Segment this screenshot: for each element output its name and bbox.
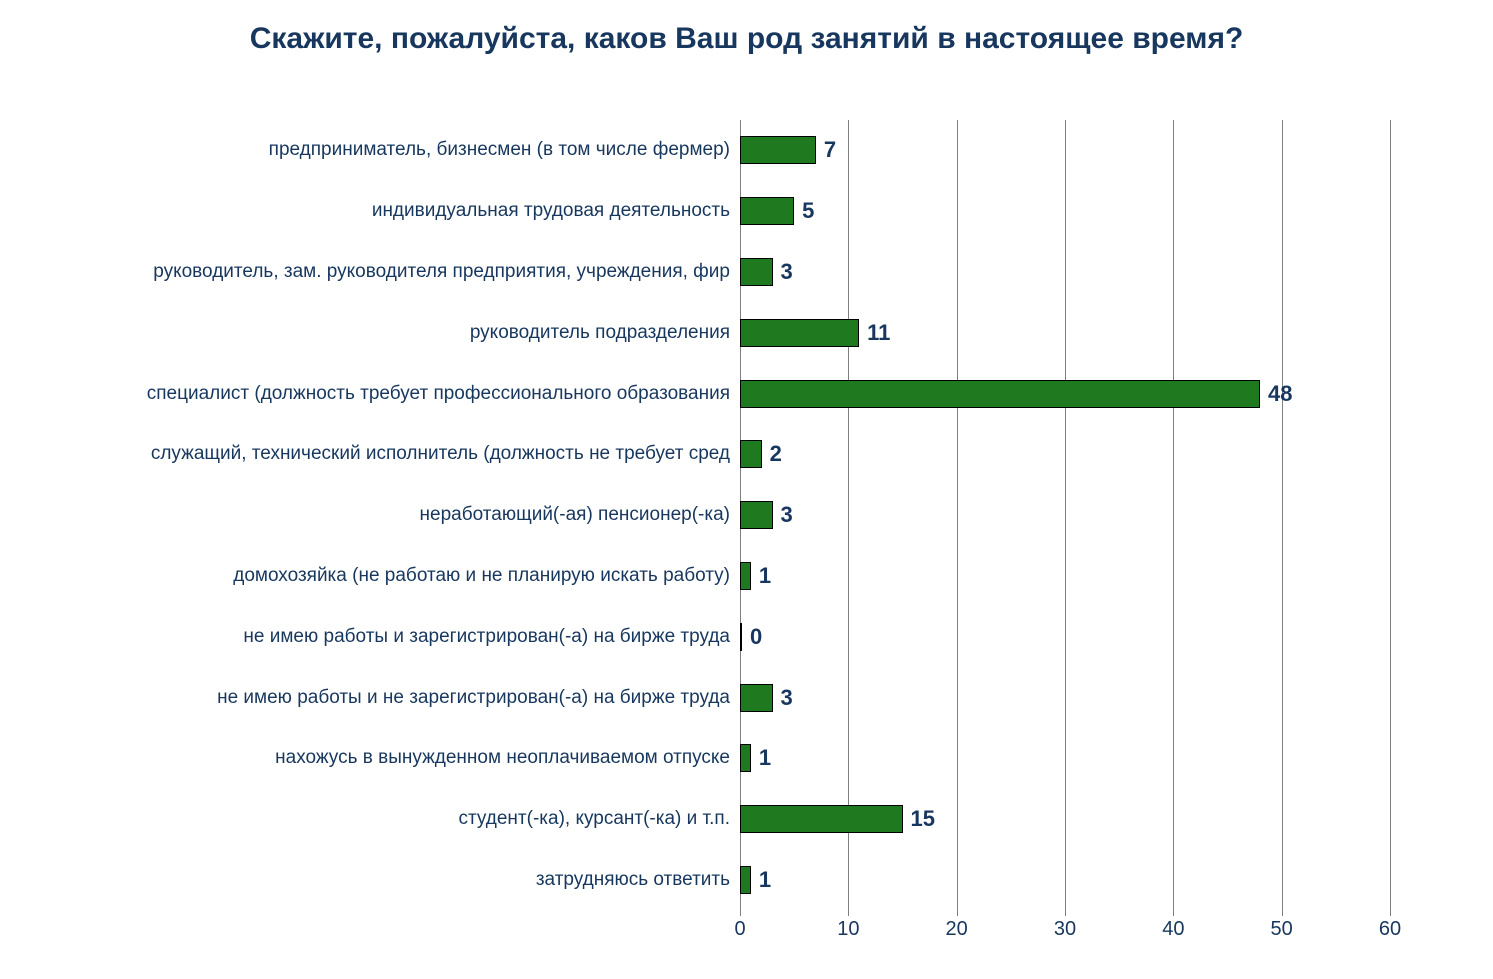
bar-value: 1 [759,867,771,893]
category-label: домохозяйка (не работаю и не планирую ис… [100,565,740,587]
category-label: предприниматель, бизнесмен (в том числе … [100,139,740,161]
bar [740,805,903,833]
category-label: служащий, технический исполнитель (должн… [100,443,740,465]
category-label: студент(-ка), курсант(-ка) и т.п. [100,808,740,830]
bar-value: 48 [1268,381,1292,407]
category-label: руководитель, зам. руководителя предприя… [100,261,740,283]
plot-area: 0102030405060предприниматель, бизнесмен … [740,120,1390,910]
bar [740,440,762,468]
bar [740,197,794,225]
x-tick-label: 60 [1379,910,1401,941]
bar-value: 0 [750,624,762,650]
bar-value: 1 [759,563,771,589]
x-tick-label: 30 [1054,910,1076,941]
category-label: не имею работы и зарегистрирован(-а) на … [100,626,740,648]
category-label: специалист (должность требует профессион… [100,383,740,405]
category-label: не имею работы и не зарегистрирован(-а) … [100,687,740,709]
x-tick-label: 40 [1162,910,1184,941]
x-tick-label: 50 [1271,910,1293,941]
bar-value: 3 [781,259,793,285]
bar [740,319,859,347]
chart-container: Скажите, пожалуйста, каков Ваш род занят… [0,0,1493,979]
category-label: индивидуальная трудовая деятельность [100,200,740,222]
bar [740,623,742,651]
gridline [1173,120,1174,910]
x-tick-label: 0 [734,910,745,941]
category-label: неработающий(-ая) пенсионер(-ка) [100,504,740,526]
bar-value: 2 [770,441,782,467]
category-label: затрудняюсь ответить [100,869,740,891]
bar-value: 5 [802,198,814,224]
bar [740,744,751,772]
bar [740,258,773,286]
bar-value: 3 [781,502,793,528]
bar [740,136,816,164]
bar [740,684,773,712]
bar-value: 1 [759,745,771,771]
category-label: нахожусь в вынужденном неоплачиваемом от… [100,747,740,769]
bar-value: 15 [911,806,935,832]
gridline [1065,120,1066,910]
bar [740,562,751,590]
gridline [957,120,958,910]
gridline [1390,120,1391,910]
chart-title: Скажите, пожалуйста, каков Ваш род занят… [0,0,1493,58]
bar [740,380,1260,408]
bar-value: 11 [867,320,890,346]
x-tick-label: 20 [946,910,968,941]
category-label: руководитель подразделения [100,322,740,344]
gridline [848,120,849,910]
bar [740,866,751,894]
bar-value: 3 [781,685,793,711]
bar [740,501,773,529]
x-tick-label: 10 [837,910,859,941]
bar-value: 7 [824,137,836,163]
gridline [1282,120,1283,910]
